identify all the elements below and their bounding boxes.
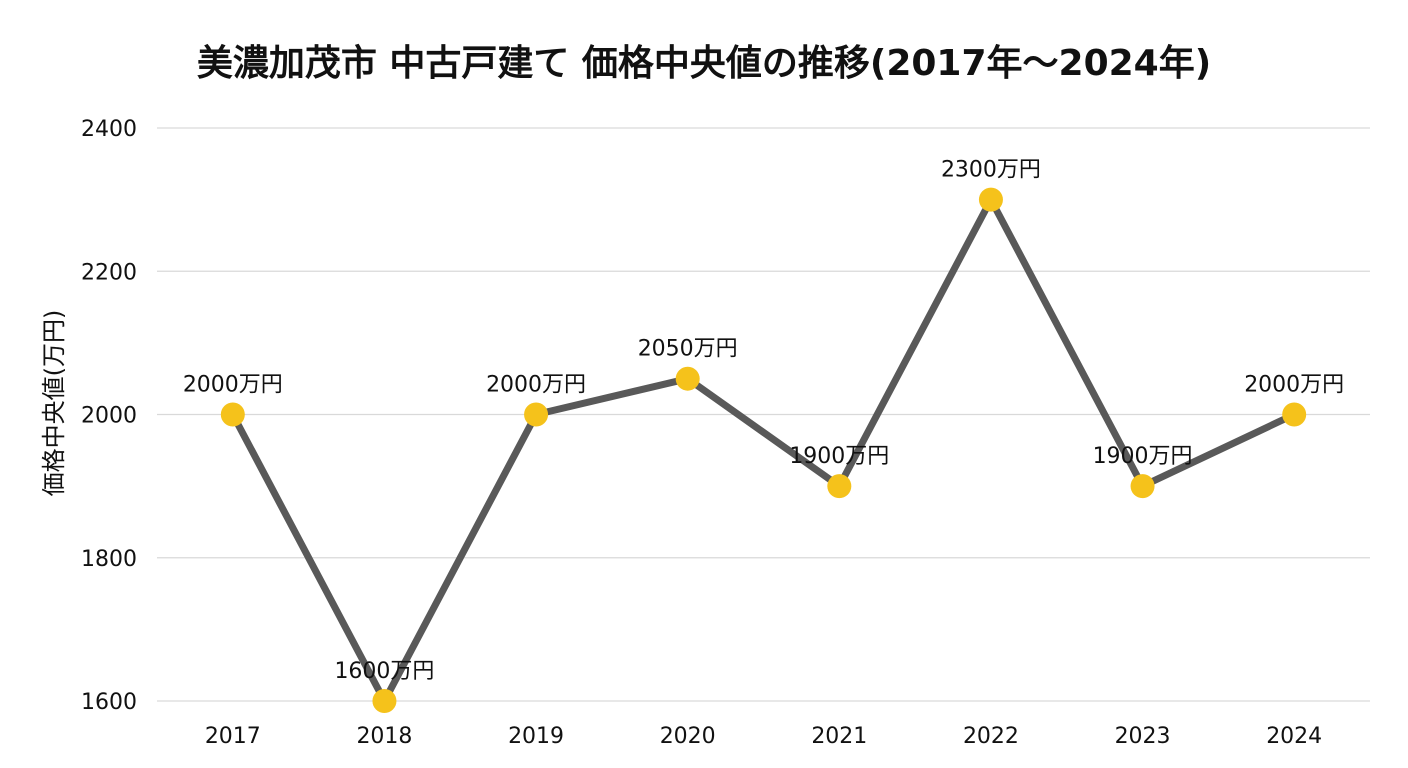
series-line [229, 196, 1298, 705]
data-point-marker [827, 474, 852, 499]
data-label: 1900万円 [1093, 444, 1193, 469]
y-axis-title: 価格中央値(万円) [40, 310, 68, 497]
y-tick-labels: 1600 1800 2000 2200 2400 [81, 117, 137, 715]
x-tick-label: 2020 [660, 724, 716, 749]
data-point-marker [1282, 402, 1307, 427]
data-point-marker [978, 187, 1003, 212]
x-tick-labels: 2017 2018 2019 2020 2021 2022 2023 2024 [205, 724, 1322, 749]
data-point-marker [372, 689, 397, 713]
data-point-marker [675, 366, 700, 391]
x-tick-label: 2024 [1266, 724, 1322, 749]
chart-title: 美濃加茂市 中古戸建て 価格中央値の推移(2017年～2024年) [196, 43, 1212, 84]
y-tick-label: 1600 [81, 690, 137, 715]
y-tick-label: 2400 [81, 117, 137, 142]
y-tick-label: 2000 [81, 404, 137, 429]
data-label: 2000万円 [486, 373, 586, 398]
data-label: 2000万円 [183, 373, 283, 398]
data-label: 2000万円 [1244, 373, 1344, 398]
x-tick-label: 2019 [508, 724, 564, 749]
series-line-layer [229, 196, 1298, 705]
x-tick-label: 2017 [205, 724, 261, 749]
data-point-marker [524, 402, 549, 427]
x-tick-label: 2021 [811, 724, 867, 749]
data-label: 1900万円 [789, 444, 889, 469]
x-tick-label: 2022 [963, 724, 1019, 749]
data-label: 2050万円 [638, 337, 738, 362]
data-point-marker [220, 402, 245, 427]
data-point-marker [1130, 474, 1155, 499]
data-label: 2300万円 [941, 158, 1041, 183]
data-label-layer: 2000万円 1600万円 2000万円 2050万円 1900万円 2300万円 1900… [183, 158, 1344, 684]
x-tick-label: 2023 [1115, 724, 1171, 749]
grid-layer [157, 127, 1370, 702]
y-tick-label: 1800 [81, 547, 137, 572]
x-tick-label: 2018 [356, 724, 412, 749]
y-tick-label: 2200 [81, 260, 137, 285]
data-label: 1600万円 [334, 659, 434, 684]
marker-layer [220, 187, 1307, 713]
